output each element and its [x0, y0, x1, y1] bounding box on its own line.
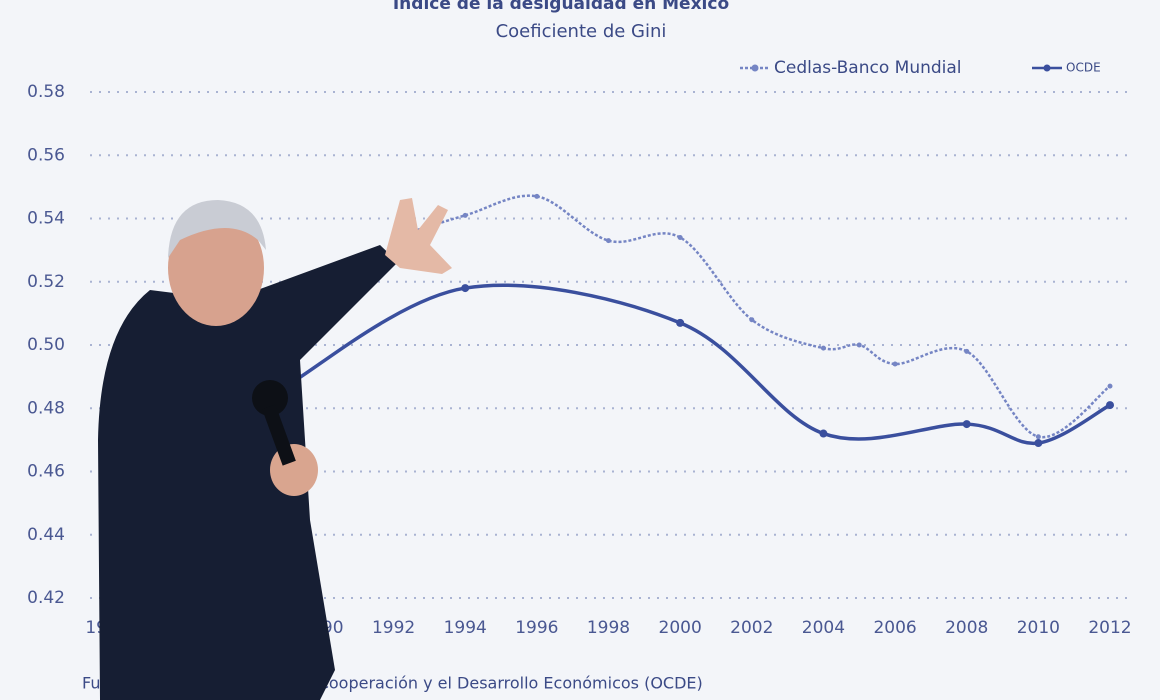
- data-point: [962, 420, 971, 429]
- y-tick-label: 0.44: [27, 525, 65, 545]
- presenter: [98, 198, 452, 700]
- x-tick-label: 1996: [515, 618, 558, 638]
- x-tick-label: 2008: [945, 618, 988, 638]
- data-point: [964, 348, 970, 354]
- x-tick-label: 1998: [587, 618, 630, 638]
- x-tick-label: 1994: [444, 618, 487, 638]
- chart-subtitle: Coeficiente de Gini: [496, 21, 667, 42]
- y-tick-label: 0.46: [27, 462, 65, 482]
- data-point: [892, 361, 898, 367]
- x-tick-label: 2004: [802, 618, 845, 638]
- x-tick-label: 2000: [659, 618, 702, 638]
- series-line: [393, 194, 1111, 439]
- data-point: [462, 212, 468, 218]
- data-point: [819, 429, 828, 438]
- x-tick-label: 1992: [372, 618, 415, 638]
- data-point: [534, 193, 540, 199]
- legend-marker: [751, 64, 759, 72]
- y-tick-label: 0.56: [27, 145, 65, 165]
- series-line: [285, 283, 1111, 446]
- x-tick-label: 2012: [1088, 618, 1131, 638]
- data-point: [461, 284, 470, 293]
- data-point: [1035, 434, 1041, 440]
- data-point: [1106, 401, 1114, 410]
- data-point: [676, 318, 685, 327]
- y-tick-label: 0.52: [27, 272, 65, 292]
- legend-label: Cedlas-Banco Mundial: [774, 58, 962, 78]
- chart-title: Índice de la desigualdad en México: [393, 0, 729, 14]
- x-tick-label: 2002: [730, 618, 773, 638]
- y-tick-label: 0.42: [27, 588, 65, 608]
- legend-label: OCDE: [1066, 61, 1101, 75]
- legend-marker: [1043, 64, 1051, 72]
- y-tick-label: 0.54: [27, 209, 65, 229]
- data-point: [606, 238, 611, 244]
- data-point: [1107, 383, 1113, 389]
- y-tick-label: 0.48: [27, 398, 65, 418]
- data-point: [820, 345, 826, 351]
- y-tick-label: 0.50: [27, 335, 65, 355]
- data-point: [749, 317, 755, 323]
- x-tick-label: 2010: [1017, 618, 1060, 638]
- data-point: [856, 342, 862, 348]
- x-tick-label: 2006: [873, 618, 916, 638]
- data-point: [1034, 439, 1043, 448]
- data-point: [677, 234, 683, 240]
- y-tick-label: 0.58: [27, 82, 65, 102]
